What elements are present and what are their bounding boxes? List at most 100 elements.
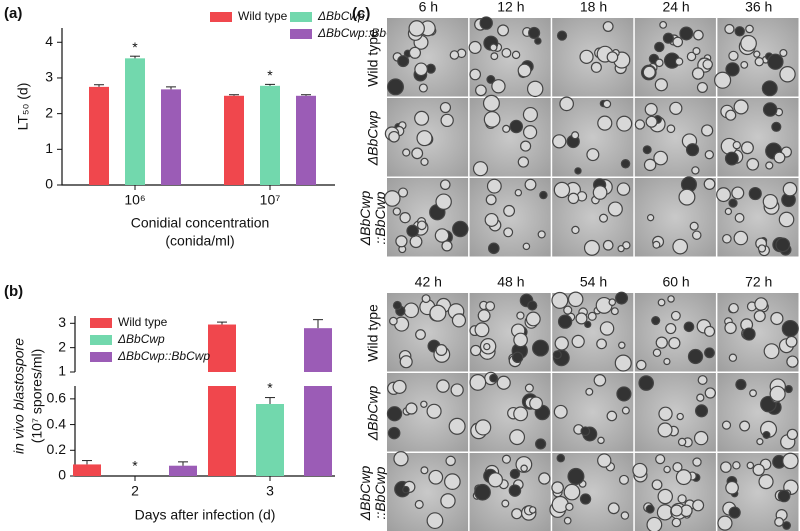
cell: [614, 354, 632, 372]
legend-label: ΔBbCwp: [117, 332, 165, 346]
cell: [517, 156, 530, 168]
legend-label: Wild type: [118, 315, 168, 329]
cell: [567, 467, 585, 485]
cell: [728, 302, 739, 314]
cell: [704, 325, 716, 337]
y-tick-label: 3: [58, 314, 66, 330]
cell: [522, 106, 539, 123]
cell: [445, 455, 456, 467]
cell: [585, 387, 594, 396]
cell: [514, 188, 523, 197]
cell: [691, 166, 700, 175]
cell: [665, 322, 677, 335]
cell: [527, 300, 538, 311]
cell: [728, 50, 739, 61]
bar: [260, 85, 280, 185]
bar: [256, 404, 284, 476]
cell: [651, 479, 663, 491]
cell: [524, 178, 537, 191]
cell: [728, 353, 738, 362]
cell: [528, 506, 537, 514]
cell: [732, 461, 741, 470]
cell: [472, 161, 489, 177]
y-tick-label: 0.2: [47, 441, 67, 457]
y-tick-label: 0.6: [47, 390, 67, 406]
y-axis-label: in vivo blastospore: [11, 338, 27, 454]
axis: [74, 386, 335, 477]
cell: [769, 385, 786, 402]
x-axis-label: (conida/ml): [165, 233, 234, 249]
cell: [444, 473, 461, 490]
legend-swatch: [90, 335, 112, 345]
cell: [397, 187, 409, 198]
cell: [778, 211, 795, 228]
cell: [785, 335, 798, 348]
cell: [765, 161, 774, 170]
cell: [677, 494, 687, 504]
cell: [767, 53, 784, 70]
cell: [602, 21, 614, 32]
cell: [448, 417, 466, 435]
legend-swatch: [90, 352, 112, 362]
cell: [517, 63, 532, 78]
cell: [513, 406, 529, 422]
bar: [208, 386, 236, 476]
cell: [728, 198, 738, 208]
micrograph: [383, 178, 469, 257]
cell: [474, 419, 492, 436]
cell: [607, 201, 623, 217]
cell: [687, 348, 704, 365]
cell: [654, 41, 665, 53]
cell: [418, 83, 428, 93]
cell: [732, 140, 741, 150]
cell: [646, 214, 655, 222]
cell: [646, 516, 663, 531]
cell: [532, 339, 549, 357]
cell: [632, 462, 648, 478]
cell: [538, 472, 551, 485]
cell: [579, 49, 594, 64]
cell: [683, 321, 695, 333]
cell: [426, 403, 442, 419]
y-tick-label: 3: [45, 69, 53, 85]
cell: [525, 311, 541, 327]
micrograph: [468, 16, 551, 98]
cell: [409, 235, 423, 249]
bar: [208, 324, 236, 372]
cell: [383, 190, 401, 207]
cell: [393, 451, 409, 467]
cell: [584, 320, 592, 329]
micrograph: [717, 293, 799, 372]
cell: [714, 71, 732, 89]
cell: [551, 495, 569, 514]
cell: [563, 305, 573, 315]
cell: [406, 224, 419, 238]
cell: [490, 52, 499, 61]
cell: [484, 212, 499, 227]
cell: [579, 493, 592, 505]
cell: [429, 304, 447, 322]
cell: [701, 124, 714, 137]
cell: [440, 493, 456, 509]
cell: [395, 235, 408, 248]
cell: [477, 309, 491, 323]
cell: [658, 406, 673, 421]
cell: [436, 379, 450, 393]
legend-label: ΔBbCwp: [317, 9, 365, 23]
cell: [667, 295, 675, 303]
cell: [513, 332, 528, 348]
legend-swatch: [290, 12, 312, 22]
cell: [553, 404, 568, 419]
cell: [735, 378, 747, 391]
micrograph: [634, 293, 716, 372]
cell: [678, 188, 696, 206]
cell: [489, 43, 498, 52]
x-tick-label: 10⁷: [260, 192, 281, 208]
legend-label: ΔBbCwp::BbCwp: [117, 349, 210, 363]
row-label: ΔBbCwp: [365, 111, 381, 167]
cell: [655, 336, 668, 349]
row-label: ΔBbCwp::BbCwp: [357, 466, 388, 522]
cell: [642, 145, 652, 155]
cell: [686, 51, 697, 62]
